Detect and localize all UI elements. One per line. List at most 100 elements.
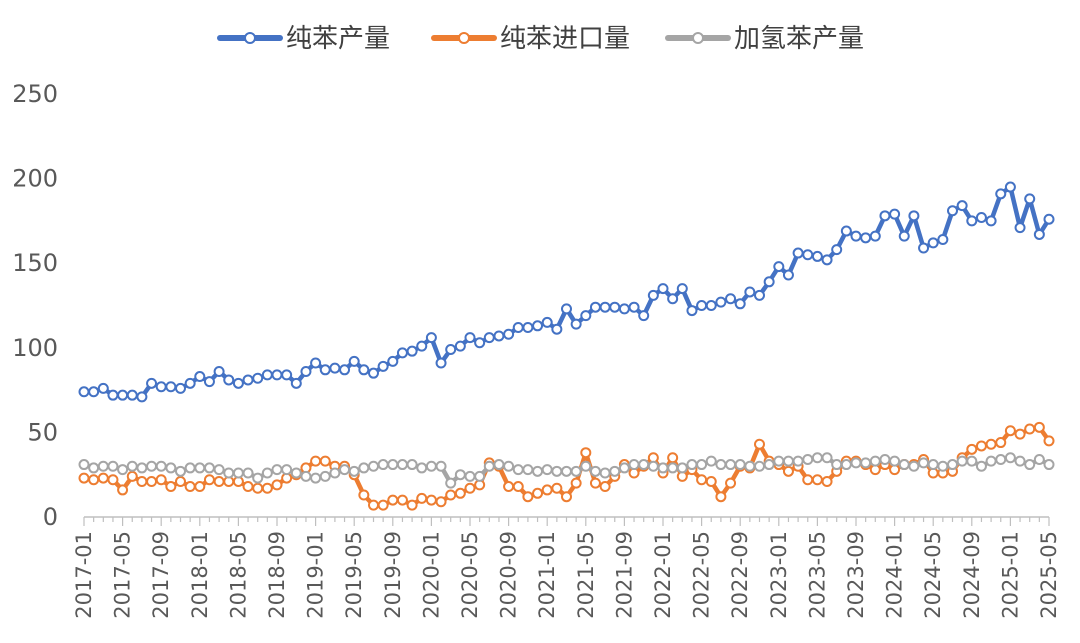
data-point: [290, 377, 302, 389]
data-point: [947, 459, 958, 471]
x-tick-label: 2021-01: [535, 531, 559, 619]
series-line: [81, 184, 1052, 400]
data-point: [493, 459, 505, 471]
data-point: [329, 362, 341, 374]
data-point: [725, 459, 737, 471]
data-point: [792, 455, 804, 467]
data-point: [589, 301, 601, 313]
data-point: [88, 462, 100, 474]
data-point: [483, 332, 495, 344]
data-point: [396, 459, 408, 471]
data-point: [117, 389, 129, 401]
data-point: [763, 276, 775, 288]
data-point: [261, 467, 273, 479]
data-point: [561, 465, 572, 477]
data-point: [107, 460, 119, 472]
data-point: [1004, 181, 1016, 193]
data-point: [618, 462, 630, 474]
data-point: [1024, 423, 1036, 435]
data-point: [310, 357, 322, 369]
data-point: [271, 464, 283, 476]
data-point: [242, 481, 254, 493]
data-point: [155, 460, 167, 472]
data-point: [541, 484, 553, 496]
data-point: [686, 305, 698, 317]
data-point: [860, 457, 872, 469]
data-point: [570, 318, 582, 330]
data-point: [242, 374, 254, 386]
data-point: [918, 242, 930, 254]
data-point: [464, 470, 476, 482]
data-point: [416, 492, 428, 504]
x-tick-label: 2018-01: [188, 531, 212, 619]
data-point: [879, 453, 891, 465]
data-point: [435, 357, 447, 369]
data-point: [763, 459, 775, 471]
y-axis: 0 50 100 150 200 250: [12, 80, 58, 531]
data-point: [599, 301, 611, 313]
data-point: [744, 286, 756, 298]
data-point: [483, 460, 495, 472]
data-point: [927, 237, 939, 249]
data-point: [889, 208, 901, 220]
x-tick-label: 2025-05: [1037, 531, 1061, 619]
data-point: [908, 460, 920, 472]
data-point: [1014, 222, 1026, 234]
data-point: [811, 250, 823, 262]
data-point: [416, 462, 428, 474]
x-tick-label: 2020-05: [458, 531, 482, 619]
data-point: [676, 462, 688, 474]
data-point: [850, 457, 862, 469]
data-point: [329, 467, 341, 479]
data-point: [754, 289, 765, 301]
data-point: [184, 377, 196, 389]
data-point: [975, 460, 987, 472]
data-point: [840, 225, 852, 237]
data-point: [194, 462, 206, 474]
data-point: [657, 462, 669, 474]
data-point: [1033, 453, 1045, 465]
data-point: [532, 465, 544, 477]
data-point: [261, 482, 273, 494]
data-point: [956, 200, 968, 212]
data-point: [1033, 421, 1045, 433]
data-point: [696, 459, 708, 471]
data-point: [609, 301, 621, 313]
data-point: [387, 459, 399, 471]
data-point: [503, 481, 515, 493]
data-point: [155, 381, 167, 393]
data-point: [599, 481, 611, 493]
data-point: [97, 382, 109, 394]
data-point: [435, 460, 447, 472]
data-point: [966, 455, 978, 467]
data-point: [300, 365, 312, 377]
data-point: [252, 372, 264, 384]
data-point: [368, 367, 379, 379]
data-point: [541, 464, 553, 476]
data-point: [416, 340, 428, 352]
data-point: [194, 481, 206, 493]
data-point: [628, 459, 640, 471]
legend-label: 纯苯进口量: [500, 24, 630, 54]
data-point: [425, 332, 437, 344]
data-point: [609, 465, 621, 477]
data-point: [1004, 452, 1016, 464]
legend-label: 加氢苯产量: [734, 24, 864, 54]
x-tick-label: 2023-09: [844, 531, 868, 619]
data-point: [628, 301, 640, 313]
data-point: [271, 479, 283, 491]
data-point: [782, 465, 794, 477]
data-point: [310, 455, 322, 467]
data-point: [78, 386, 90, 398]
data-point: [348, 355, 360, 367]
data-point: [1033, 228, 1045, 240]
data-point: [454, 340, 466, 352]
x-axis: 2017-01 2017-05 2017-09 2018-01 2018-05 2018-…: [72, 516, 1061, 619]
data-point: [860, 232, 872, 244]
data-point: [879, 210, 891, 222]
data-point: [561, 303, 572, 315]
data-point: [300, 470, 312, 482]
data-point: [522, 322, 534, 333]
data-point: [725, 293, 737, 305]
data-point: [551, 465, 563, 477]
